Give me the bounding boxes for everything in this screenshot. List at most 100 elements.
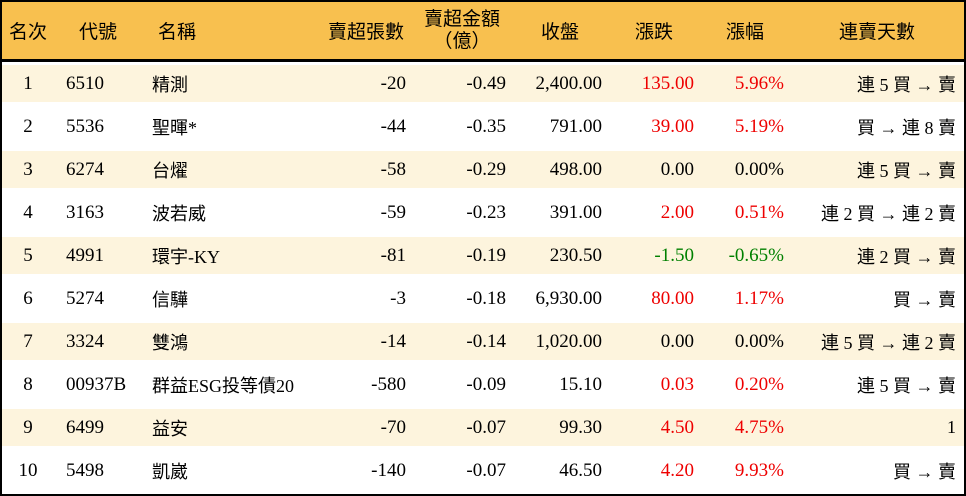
cell-name: 波若威	[152, 203, 206, 224]
cell-name: 精測	[142, 62, 320, 105]
cell-code: 5536	[66, 115, 104, 137]
cell-close: 2,400.00	[512, 62, 608, 105]
cell-sell-volume: -70	[320, 406, 412, 449]
table-row: 2 5536 聖暉* -44 -0.35 791.00 39.00 5.19% 買 → 連 8 …	[2, 105, 964, 148]
cell-name: 凱崴	[152, 461, 188, 482]
cell-code: 6499	[54, 406, 142, 449]
cell-rank: 9	[2, 406, 54, 449]
cell-change: 4.20	[660, 459, 694, 481]
cell-rank: 5	[2, 234, 54, 277]
cell-code: 5274	[66, 287, 104, 309]
cell-code: 3163	[66, 201, 104, 223]
cell-streak: 連 5 買 → 賣	[790, 62, 964, 105]
cell-streak: 1	[790, 406, 964, 449]
cell-close: 46.50	[559, 459, 602, 481]
table-row: 10 5498 凱崴 -140 -0.07 46.50 4.20 9.93% 買 → 賣	[2, 449, 964, 492]
header-streak: 連賣天數	[790, 2, 964, 62]
header-sell-amount: 賣超金額 （億）	[412, 2, 512, 62]
cell-streak: 連 5 買 → 賣	[790, 148, 964, 191]
cell-change: 0.03	[660, 373, 694, 395]
cell-close: 1,020.00	[512, 320, 608, 363]
cell-change-pct: 5.19%	[734, 115, 784, 137]
cell-close: 791.00	[549, 115, 602, 137]
cell-streak: 連 2 買 → 賣	[790, 234, 964, 277]
header-sell-volume: 賣超張數	[320, 2, 412, 62]
cell-close: 99.30	[512, 406, 608, 449]
cell-name: 群益ESG投等債20	[152, 375, 295, 396]
cell-change: 135.00	[608, 62, 700, 105]
cell-change: 0.00	[608, 148, 700, 191]
cell-change: 0.00	[608, 320, 700, 363]
table-row: 8 00937B 群益ESG投等債20 -580 -0.09 15.10 0.03 0.20%…	[2, 363, 964, 406]
cell-change: 2.00	[660, 201, 694, 223]
cell-rank: 4	[23, 201, 33, 223]
cell-change-pct: 0.00%	[700, 320, 790, 363]
cell-sell-amount: -0.07	[412, 406, 512, 449]
cell-code: 4991	[54, 234, 142, 277]
cell-change: 4.50	[608, 406, 700, 449]
cell-sell-volume: -44	[380, 115, 406, 137]
header-sell-amount-line2: （億）	[433, 30, 491, 52]
table-body: 1 6510 精測 -20 -0.49 2,400.00 135.00 5.96% 連 5 買 …	[2, 62, 964, 492]
header-row: 名次 代號 名稱 賣超張數 賣超金額 （億） 收盤 漲跌 漲幅 連賣天數	[2, 2, 964, 62]
cell-close: 498.00	[512, 148, 608, 191]
cell-name: 雙鴻	[142, 320, 320, 363]
cell-name: 信驊	[152, 289, 188, 310]
cell-rank: 10	[18, 459, 38, 481]
cell-change-pct: 0.51%	[734, 201, 784, 223]
table-row: 7 3324 雙鴻 -14 -0.14 1,020.00 0.00 0.00% 連 5 買 → …	[2, 320, 964, 363]
cell-code: 6510	[54, 62, 142, 105]
cell-code: 3324	[54, 320, 142, 363]
cell-streak: 連 5 買 → 連 2 賣	[790, 320, 964, 363]
cell-streak: 買 → 賣	[893, 289, 956, 310]
cell-sell-amount: -0.49	[412, 62, 512, 105]
table-row: 1 6510 精測 -20 -0.49 2,400.00 135.00 5.96% 連 5 買 …	[2, 62, 964, 105]
cell-sell-volume: -580	[371, 373, 406, 395]
cell-name: 環宇-KY	[142, 234, 320, 277]
cell-sell-amount: -0.09	[466, 373, 506, 395]
cell-change: 39.00	[651, 115, 694, 137]
cell-sell-volume: -59	[380, 201, 406, 223]
table-row: 5 4991 環宇-KY -81 -0.19 230.50 -1.50 -0.65% 連 2 買…	[2, 234, 964, 277]
table-row: 4 3163 波若威 -59 -0.23 391.00 2.00 0.51% 連 2 買 → 連…	[2, 191, 964, 234]
cell-change-pct: 0.00%	[700, 148, 790, 191]
cell-close: 230.50	[512, 234, 608, 277]
header-name: 名稱	[142, 2, 320, 62]
cell-streak: 連 5 買 → 賣	[857, 375, 956, 396]
cell-change-pct: 5.96%	[700, 62, 790, 105]
cell-change-pct: 0.20%	[734, 373, 784, 395]
cell-sell-amount: -0.35	[466, 115, 506, 137]
cell-rank: 7	[2, 320, 54, 363]
cell-change-pct: 4.75%	[700, 406, 790, 449]
cell-streak: 買 → 連 8 賣	[857, 117, 956, 138]
cell-change: -1.50	[608, 234, 700, 277]
cell-code: 00937B	[66, 373, 127, 395]
cell-rank: 2	[23, 115, 33, 137]
header-change-pct: 漲幅	[700, 2, 790, 62]
header-change: 漲跌	[608, 2, 700, 62]
cell-sell-volume: -3	[390, 287, 406, 309]
table-row: 3 6274 台燿 -58 -0.29 498.00 0.00 0.00% 連 5 買 → 賣	[2, 148, 964, 191]
cell-sell-volume: -81	[320, 234, 412, 277]
cell-change: 80.00	[651, 287, 694, 309]
cell-sell-amount: -0.07	[466, 459, 506, 481]
header-close: 收盤	[512, 2, 608, 62]
header-code: 代號	[54, 2, 142, 62]
table-row: 6 5274 信驊 -3 -0.18 6,930.00 80.00 1.17% 買 → 賣	[2, 277, 964, 320]
table-row: 9 6499 益安 -70 -0.07 99.30 4.50 4.75% 1	[2, 406, 964, 449]
cell-close: 6,930.00	[535, 287, 603, 309]
cell-code: 6274	[54, 148, 142, 191]
cell-sell-amount: -0.19	[412, 234, 512, 277]
cell-rank: 6	[23, 287, 33, 309]
header-sell-amount-line1: 賣超金額	[423, 8, 500, 30]
cell-name: 台燿	[142, 148, 320, 191]
cell-streak: 連 2 買 → 連 2 賣	[821, 203, 956, 224]
cell-code: 5498	[66, 459, 104, 481]
cell-sell-volume: -20	[320, 62, 412, 105]
cell-sell-volume: -58	[320, 148, 412, 191]
cell-rank: 8	[23, 373, 33, 395]
cell-change-pct: 1.17%	[734, 287, 784, 309]
cell-name: 聖暉*	[152, 117, 197, 138]
